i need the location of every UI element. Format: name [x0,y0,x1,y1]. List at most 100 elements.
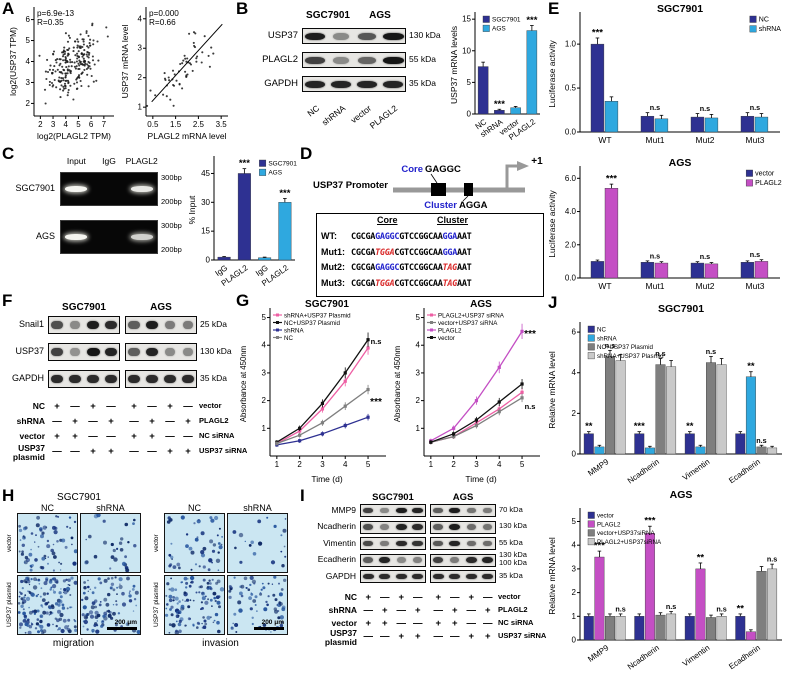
gel-lane-label: PLAGL2 [125,156,158,166]
protein-band [483,524,493,530]
treatment-cell: — [450,631,460,642]
svg-text:Luciferase activity: Luciferase activity [547,39,557,107]
svg-text:5: 5 [520,460,525,469]
treatment-cell: + [398,631,405,642]
line-chart-cck8-sgc7901: 1 2 3 4 5 1 2 3 4 5 SGC7901 Time (d) Absorbance at 4… [239,299,386,484]
kda-label: 55 kDa [499,537,523,547]
svg-text:2: 2 [138,73,143,82]
marker-label: 300bp [161,173,182,182]
treatment-cell: — [483,618,493,629]
transwell-image: 200 μm [227,575,288,635]
svg-text:WT: WT [598,281,611,291]
treatment-label-right: NC siRNA [199,431,235,440]
panel-letter-c: C [2,144,15,163]
protein-band [466,524,476,530]
protein-label: GAPDH [264,78,298,89]
sequence-row: Mut3: CGCGATGGACGTCCGGCAATAGAAT [321,274,472,290]
svg-text:2.5: 2.5 [193,120,205,129]
promoter-diagram: USP37 Promoter +1 Core GAGGC Cluster AGGA [313,156,543,211]
svg-text:1: 1 [416,424,421,433]
treatment-cell: + [72,416,78,427]
svg-text:5: 5 [26,36,31,45]
svg-text:WT: WT [598,135,611,145]
svg-text:2: 2 [297,460,302,469]
treatment-label: shRNA [328,605,357,615]
protein-band [380,507,390,514]
kda-label: 25 kDa [200,319,227,329]
protein-band [433,557,444,563]
sequence-segment: CGTCCGGCAA [394,247,443,258]
treatment-cell: + [149,431,155,442]
bar-chart-mrna-sgc7901: 0 2 4 6 SGC7901 Relative mRNA level MMP9 Ncadhe… [547,303,782,486]
svg-text:15: 15 [462,15,471,24]
protein-band [145,348,159,356]
treatment-cell: — [380,592,390,603]
protein-band [465,557,477,563]
svg-text:***: *** [634,421,645,432]
cell-line-label: SGC7901 [306,10,350,21]
protein-band [104,375,118,383]
svg-text:Mut3: Mut3 [746,281,765,291]
dna-band [130,186,153,193]
treatment-cell: — [363,631,374,642]
svg-text:7: 7 [102,120,107,129]
treatment-cell: — [433,631,444,642]
svg-text:Absorbance at 450nm: Absorbance at 450nm [239,346,248,422]
protein-band [379,573,391,580]
blot-strip [125,316,197,334]
panel-letter-e: E [548,0,560,18]
sequence-row: WT: CGCGAGAGGCGTCCGGCAAGGAAAT [321,227,472,243]
svg-text:% Input: % Input [187,195,197,224]
treatment-cell: + [149,416,155,427]
svg-text:n.s: n.s [615,604,625,613]
treatment-cell: + [468,592,475,603]
svg-text:NC: NC [597,327,606,334]
svg-text:4: 4 [497,460,502,469]
treatment-cell: — [70,401,80,412]
kda-label: 130 kDa 100 kDa [499,550,527,567]
svg-text:0.0: 0.0 [565,274,577,283]
sequence-name: Mut1: [321,246,345,257]
svg-text:n.s: n.s [650,251,660,260]
scale-bar [107,627,137,630]
svg-text:n.s: n.s [756,436,766,445]
svg-text:6: 6 [572,328,577,337]
treatment-cell: — [396,618,407,629]
condition-label: USP37 plasmid [6,582,13,628]
svg-text:Ecadherin: Ecadherin [727,457,762,485]
svg-text:4: 4 [26,57,31,66]
svg-text:Ncadherin: Ncadherin [626,643,661,671]
gel-lane-label: Input [66,156,86,166]
svg-text:2: 2 [451,460,456,469]
blot-strip [430,520,496,534]
treatment-cell: — [413,618,423,629]
protein-band [358,56,376,64]
sequence-segment: TAG [442,278,458,289]
treatment-cell: — [88,431,98,442]
svg-text:MMP9: MMP9 [586,457,611,478]
svg-text:n.s: n.s [750,103,760,112]
treatment-cell: — [88,416,98,427]
blot-strip [302,52,406,68]
treatment-cell: + [435,618,442,629]
svg-text:45: 45 [201,169,210,178]
svg-text:vector: vector [755,171,775,178]
svg-text:4: 4 [416,341,421,350]
protein-label: GAPDH [11,373,44,383]
svg-text:3: 3 [572,564,577,573]
svg-text:0.5: 0.5 [565,84,577,93]
kda-label: 55 kDa [409,54,436,64]
blot-strip [125,343,197,361]
treatment-cell: — [106,401,116,412]
sequence-segment: TAG [442,263,458,273]
treatment-cell: — [433,605,444,616]
transwell-image [17,513,78,573]
svg-text:Time (d): Time (d) [465,474,496,484]
sequence-segment: GTCCGGCAA [399,263,443,273]
sequence-segment: GGA [442,232,458,242]
bar-chart-mrna-ags: 0 1 2 3 4 5 AGS Relative mRNA level MMP9 Ncadheri… [547,489,782,672]
protein-band [165,348,175,356]
treatment-cell: + [185,446,191,457]
protein-band [330,80,352,88]
svg-text:NC+USP37 Plasmid: NC+USP37 Plasmid [597,344,653,351]
